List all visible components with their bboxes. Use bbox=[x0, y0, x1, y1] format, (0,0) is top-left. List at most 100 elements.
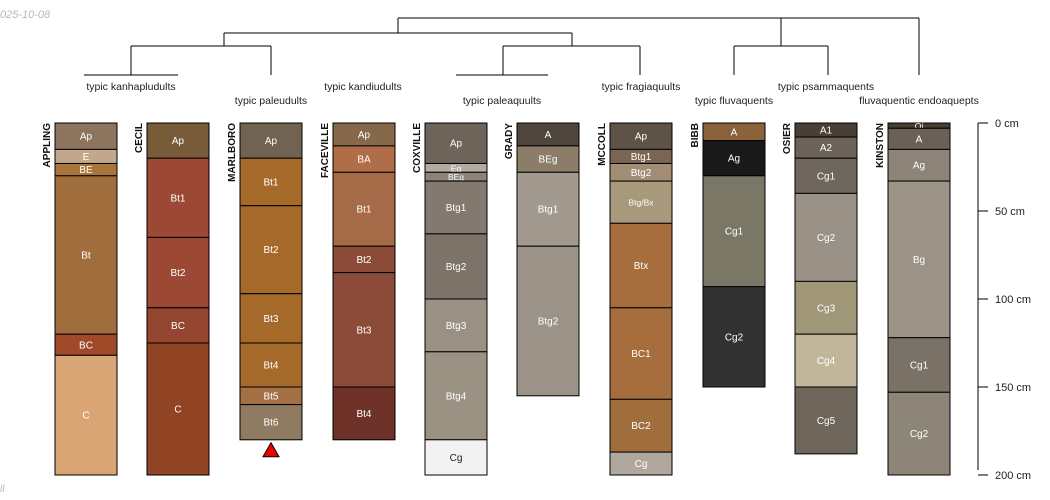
horizon-label: BC bbox=[171, 321, 185, 332]
horizon-label: BA bbox=[357, 155, 371, 166]
horizon-mccoll-btx bbox=[609, 222, 673, 309]
horizon-label: Bt6 bbox=[263, 418, 278, 429]
horizon-mccoll-bc1 bbox=[609, 307, 673, 400]
horizon-coxville-btg3 bbox=[424, 298, 488, 353]
horizon-label: Bg bbox=[913, 255, 925, 266]
dendrogram-branches bbox=[84, 17, 920, 76]
soil-profile-cecil: Ap Bt1 Bt2 BC C CECIL bbox=[134, 122, 210, 476]
horizon-osier-cg5 bbox=[794, 386, 858, 455]
horizon-label: Ap bbox=[358, 130, 371, 141]
horizon-label: Cg bbox=[635, 459, 648, 470]
horizon-label: BE bbox=[79, 165, 93, 176]
horizon-label: BC1 bbox=[631, 349, 651, 360]
profile-name-grady: GRADY bbox=[504, 123, 515, 159]
taxonomy-labels: typic kanhapludults typic paleudults typ… bbox=[86, 81, 979, 107]
taxonomy-label-psammaquents: typic psammaquents bbox=[778, 81, 874, 93]
horizon-appling-c bbox=[54, 354, 118, 476]
horizon-label: Ag bbox=[728, 154, 740, 165]
horizon-label: Bt4 bbox=[356, 409, 371, 420]
depth-tick-label-50: 50 cm bbox=[995, 206, 1025, 218]
depth-tick-label-0: 0 cm bbox=[995, 118, 1019, 130]
profile-name-kinston: KINSTON bbox=[875, 123, 886, 168]
profile-name-mccoll: MCCOLL bbox=[597, 123, 608, 166]
soil-profile-marlboro: Ap Bt1 Bt2 Bt3 Bt4 Bt5 Bt6 MARLBORO bbox=[227, 122, 303, 458]
soil-profile-appling: Ap E BE Bt BC C APPLING bbox=[42, 122, 118, 476]
soil-profile-osier: A1 A2 Cg1 Cg2 Cg3 Cg4 Cg5 OSIER bbox=[782, 122, 858, 455]
horizon-label: Cg bbox=[450, 453, 463, 464]
horizon-mccoll-btg-bx bbox=[609, 180, 673, 224]
horizon-label: Eg bbox=[451, 163, 462, 173]
horizon-grady-btg1 bbox=[516, 171, 580, 247]
horizon-kinston-cg2 bbox=[887, 391, 951, 476]
horizon-label: Btg1 bbox=[631, 152, 652, 163]
horizon-label: Ap bbox=[265, 136, 278, 147]
taxonomy-label-endoaquepts: fluvaquentic endoaquepts bbox=[859, 95, 979, 107]
horizon-label: C bbox=[174, 405, 181, 416]
horizon-faceville-bt3 bbox=[332, 272, 396, 388]
horizon-label: BC2 bbox=[631, 421, 651, 432]
soil-profile-mccoll: Ap Btg1 Btg2 Btg/Bx Btx BC1 BC2 Cg MCCOLL bbox=[597, 122, 673, 476]
corner-mark: ll bbox=[0, 484, 5, 495]
horizon-label: Bt1 bbox=[356, 205, 371, 216]
horizon-label: Bt bbox=[81, 251, 91, 262]
horizon-label: Bt5 bbox=[263, 391, 278, 402]
horizon-label: Ap bbox=[172, 136, 185, 147]
horizon-label: A2 bbox=[820, 143, 833, 154]
soil-profile-bibb: A Ag Cg1 Cg2 BIBB bbox=[690, 122, 766, 388]
horizon-label: Ap bbox=[450, 139, 463, 150]
horizon-coxville-btg1 bbox=[424, 180, 488, 235]
horizon-label: Bt3 bbox=[263, 314, 278, 325]
horizon-appling-bt bbox=[54, 175, 118, 335]
horizon-label: Ap bbox=[635, 132, 648, 143]
horizon-coxville-btg4 bbox=[424, 351, 488, 441]
horizon-coxville-btg2 bbox=[424, 233, 488, 300]
horizon-label: A bbox=[731, 127, 738, 138]
horizon-label: Btg1 bbox=[446, 203, 467, 214]
horizon-label: Cg3 bbox=[817, 303, 836, 314]
horizon-label: Bt2 bbox=[263, 245, 278, 256]
horizon-faceville-bt4 bbox=[332, 386, 396, 441]
horizon-faceville-bt2 bbox=[332, 245, 396, 274]
soil-profile-kinston: Oi A Ag Bg Cg1 Cg2 KINSTON bbox=[875, 121, 951, 476]
horizon-marlboro-bt6 bbox=[239, 404, 303, 441]
horizon-marlboro-bt3 bbox=[239, 293, 303, 344]
horizon-kinston-ag bbox=[887, 148, 951, 182]
horizon-label: Btg2 bbox=[446, 262, 467, 273]
horizon-coxville-cg bbox=[424, 439, 488, 476]
profile-name-marlboro: MARLBORO bbox=[227, 123, 238, 182]
taxonomy-label-fragiaquults: typic fragiaquults bbox=[602, 81, 681, 93]
horizon-label: Bt2 bbox=[170, 268, 185, 279]
horizon-label: Cg4 bbox=[817, 356, 836, 367]
horizon-grady-btg2 bbox=[516, 245, 580, 397]
horizon-osier-cg3 bbox=[794, 280, 858, 335]
bottom-marker-icon bbox=[262, 441, 280, 458]
horizon-label: Cg1 bbox=[817, 171, 836, 182]
horizon-marlboro-ap bbox=[239, 122, 303, 159]
horizon-cecil-c bbox=[146, 342, 210, 476]
horizon-appling-ap bbox=[54, 122, 118, 150]
horizon-grady-beg bbox=[516, 145, 580, 173]
profile-name-appling: APPLING bbox=[42, 123, 53, 168]
horizon-label: BEg bbox=[448, 172, 464, 182]
horizon-label: BC bbox=[79, 340, 93, 351]
horizon-label: Cg2 bbox=[910, 429, 929, 440]
dendrogram bbox=[84, 17, 920, 76]
taxonomy-label-kanhapludults: typic kanhapludults bbox=[86, 81, 175, 93]
horizon-label: Btx bbox=[634, 261, 648, 272]
horizon-label: Btg4 bbox=[446, 391, 467, 402]
horizon-label: Cg5 bbox=[817, 416, 836, 427]
soil-profile-faceville: Ap BA Bt1 Bt2 Bt3 Bt4 FACEVILLE bbox=[320, 122, 396, 441]
horizon-label: Cg2 bbox=[817, 233, 836, 244]
horizon-marlboro-bt2 bbox=[239, 205, 303, 295]
horizon-label: A bbox=[916, 134, 923, 145]
horizon-label: Bt1 bbox=[263, 177, 278, 188]
horizon-label: Bt4 bbox=[263, 361, 278, 372]
horizon-label: E bbox=[83, 152, 90, 163]
horizon-label: Cg1 bbox=[910, 361, 929, 372]
soil-profiles: Ap E BE Bt BC C APPLING Ap Bt1 Bt2 BC C CECIL Ap Bt1 Bt… bbox=[42, 121, 951, 476]
depth-tick-label-150: 150 cm bbox=[995, 382, 1031, 394]
horizon-label: Btg3 bbox=[446, 321, 467, 332]
profile-name-osier: OSIER bbox=[782, 122, 793, 154]
